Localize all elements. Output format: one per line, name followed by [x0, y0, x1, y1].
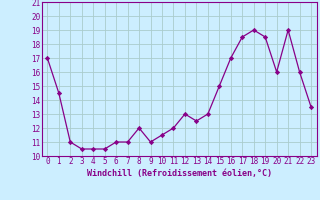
X-axis label: Windchill (Refroidissement éolien,°C): Windchill (Refroidissement éolien,°C)	[87, 169, 272, 178]
